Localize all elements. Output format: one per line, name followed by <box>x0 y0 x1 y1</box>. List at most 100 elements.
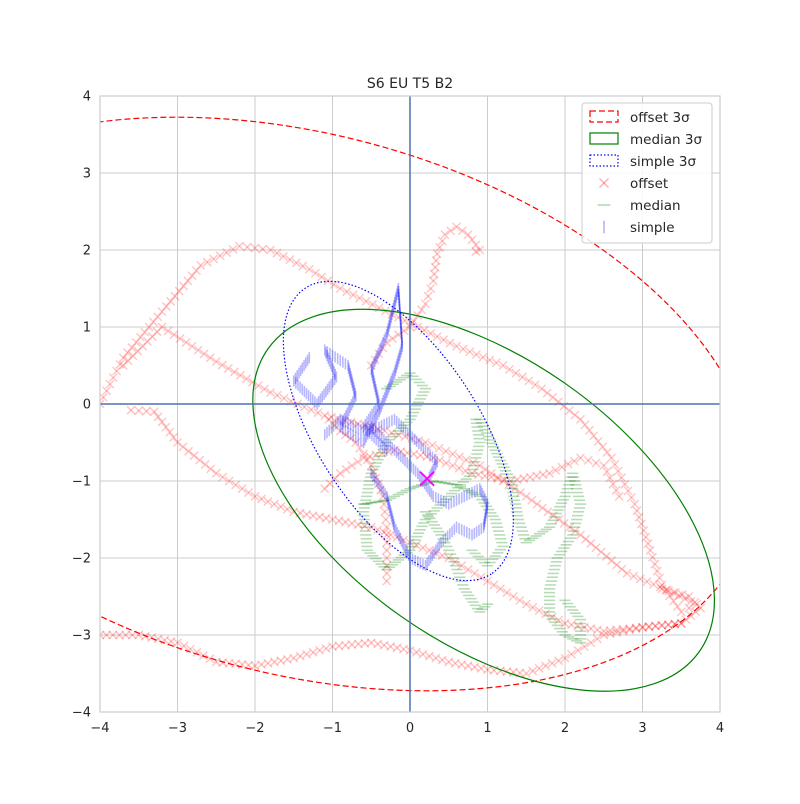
offset-point <box>362 455 372 465</box>
offset-point <box>310 268 320 278</box>
offset-point <box>157 417 167 427</box>
x-tick-label: −4 <box>90 721 109 736</box>
offset-point <box>112 366 122 376</box>
offset-point <box>335 426 345 436</box>
offset-point <box>643 539 653 549</box>
tick-labels: −4 −3 −2 −1 0 1 2 3 4 −4 −3 −2 −1 0 1 2 3 4 <box>72 90 724 737</box>
offset-point <box>382 522 392 532</box>
offset-point <box>692 599 702 609</box>
offset-point <box>342 287 352 297</box>
offset-point <box>149 407 159 417</box>
offset-point <box>592 634 602 644</box>
offset-point <box>320 411 330 421</box>
offset-point <box>382 568 392 578</box>
offset-point <box>584 425 594 435</box>
offset-point <box>684 591 694 602</box>
offset-point <box>100 399 105 409</box>
offset-point <box>616 473 626 483</box>
y-tick-label: −2 <box>72 552 91 567</box>
offset-point <box>298 261 308 271</box>
offset-point <box>583 455 593 465</box>
offset-point <box>566 649 576 659</box>
offset-point <box>231 480 241 490</box>
offset-point <box>382 530 392 540</box>
offset-point <box>341 464 351 474</box>
offset-point <box>532 499 542 509</box>
offset-point <box>652 566 662 576</box>
offset-point <box>237 484 247 494</box>
y-tick-label: 1 <box>83 321 91 336</box>
offset-point <box>598 442 608 452</box>
offset-point <box>126 405 136 415</box>
offset-point <box>379 499 389 509</box>
offset-point <box>353 457 363 467</box>
offset-point <box>100 392 108 402</box>
offset-point <box>193 345 203 355</box>
offset-point <box>476 663 486 673</box>
offset-point <box>630 499 640 509</box>
offset-point <box>676 607 686 617</box>
offset-point <box>351 437 361 448</box>
offset-point <box>327 514 338 525</box>
offset-point <box>631 623 641 633</box>
offset-point <box>599 626 609 636</box>
ellipse-layer <box>100 116 720 692</box>
offset-point <box>431 653 441 663</box>
offset-point <box>499 475 509 485</box>
offset-point <box>326 412 336 422</box>
offset-point <box>218 658 228 668</box>
offset-point <box>321 643 331 654</box>
offset-point <box>599 630 609 640</box>
offset-point <box>187 341 197 351</box>
x-tick-label: 0 <box>406 721 414 736</box>
offset-point <box>530 380 540 390</box>
offset-point <box>153 312 163 322</box>
offset-point <box>166 296 176 306</box>
offset-point <box>115 359 125 369</box>
offset-point <box>148 317 158 327</box>
offset-point <box>592 625 602 635</box>
offset-point <box>418 649 428 659</box>
offset-point <box>450 557 460 567</box>
offset-point <box>175 334 185 344</box>
y-tick-label: −1 <box>72 475 91 490</box>
offset-point <box>315 645 325 655</box>
offset-point <box>622 568 632 578</box>
offset-point <box>121 630 131 640</box>
offset-point <box>480 471 490 481</box>
offset-point <box>493 473 503 483</box>
offset-point <box>105 379 115 389</box>
offset-point <box>439 335 449 345</box>
offset-point <box>366 461 376 471</box>
offset-point <box>211 357 221 367</box>
offset-point <box>380 507 390 517</box>
offset-point <box>541 661 551 671</box>
offset-point <box>427 440 437 450</box>
offset-point <box>361 296 371 306</box>
offset-point <box>347 640 357 650</box>
offset-point <box>629 571 639 581</box>
offset-point <box>602 467 612 477</box>
offset-point <box>123 356 133 366</box>
offset-point <box>147 332 157 342</box>
offset-point <box>223 363 233 374</box>
offset-point <box>399 644 409 654</box>
offset-point <box>486 472 496 482</box>
offset-point <box>463 565 473 575</box>
offset-point <box>169 330 179 340</box>
offset-point <box>256 659 266 670</box>
offset-point <box>373 639 383 649</box>
offset-point <box>373 424 383 434</box>
offset-point <box>241 374 251 384</box>
offset-point <box>650 559 660 569</box>
offset-point <box>606 453 617 463</box>
offset-point <box>448 461 458 471</box>
offset-point <box>521 491 531 501</box>
offset-point <box>481 464 491 474</box>
offset-point <box>495 584 505 594</box>
offset-point <box>467 468 477 478</box>
offset-point <box>457 561 467 571</box>
offset-point <box>259 384 270 394</box>
offset-point <box>450 658 460 668</box>
offset-point <box>554 514 564 525</box>
